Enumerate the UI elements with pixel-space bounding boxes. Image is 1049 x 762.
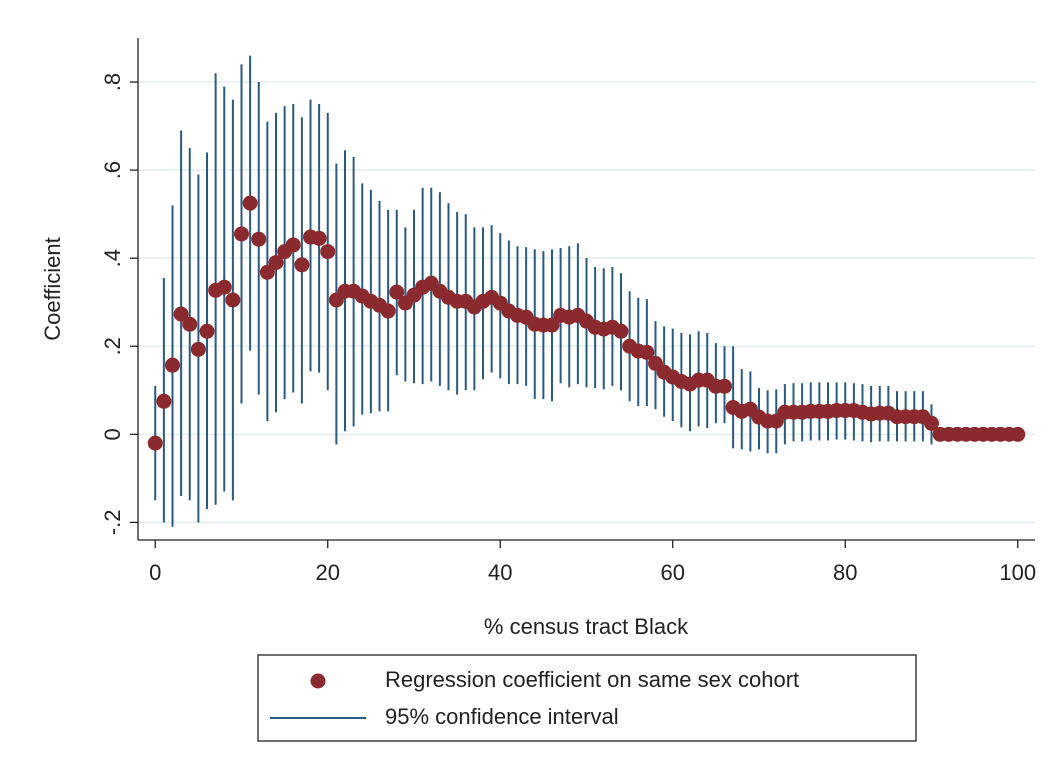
y-tick-label: .8 xyxy=(100,73,125,91)
point xyxy=(199,323,215,339)
point xyxy=(165,357,180,373)
y-tick-label: .6 xyxy=(100,161,125,179)
point xyxy=(173,306,189,322)
y-tick-label: .4 xyxy=(100,249,125,267)
y-tick-label: -.2 xyxy=(100,510,125,536)
point xyxy=(259,264,275,280)
point xyxy=(639,344,655,360)
x-tick-label: 40 xyxy=(488,560,512,585)
legend-label: 95% confidence interval xyxy=(385,704,619,729)
legend-label: Regression coefficient on same sex cohor… xyxy=(385,667,799,692)
point xyxy=(380,303,396,319)
y-axis-title: Coefficient xyxy=(40,237,65,341)
point xyxy=(613,323,629,339)
point xyxy=(1010,426,1026,442)
point xyxy=(268,255,284,271)
point xyxy=(924,415,939,431)
legend-marker xyxy=(310,673,326,689)
point xyxy=(251,231,267,247)
x-tick-label: 20 xyxy=(316,560,340,585)
point xyxy=(285,237,301,253)
point xyxy=(147,435,163,451)
x-tick-label: 100 xyxy=(999,560,1036,585)
x-tick-label: 60 xyxy=(661,560,685,585)
point xyxy=(190,341,206,357)
point xyxy=(242,195,258,211)
x-axis-title: % census tract Black xyxy=(484,614,689,639)
point xyxy=(216,279,232,295)
point xyxy=(294,257,310,273)
point xyxy=(156,393,172,409)
y-tick-label: 0 xyxy=(100,428,125,440)
point xyxy=(311,230,327,246)
x-tick-label: 0 xyxy=(149,560,161,585)
point xyxy=(717,378,732,394)
point xyxy=(182,316,198,332)
legend xyxy=(257,654,917,742)
x-tick-label: 80 xyxy=(833,560,857,585)
point xyxy=(225,292,241,308)
point xyxy=(320,244,336,260)
point xyxy=(544,317,560,333)
point xyxy=(389,284,405,300)
point xyxy=(234,226,249,242)
y-tick-label: .2 xyxy=(100,337,125,355)
